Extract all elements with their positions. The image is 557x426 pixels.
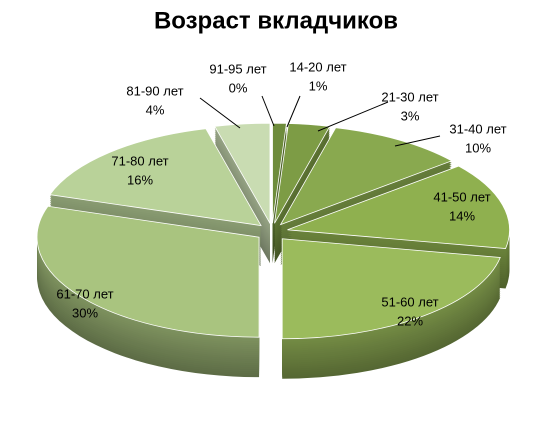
leader-line [394,135,441,147]
slice [214,122,271,225]
slice [49,128,262,227]
leader-line [286,95,301,128]
category-label: 31-40 лет [449,121,506,136]
value-label: 1% [309,78,328,93]
value-label: 4% [146,102,165,117]
value-label: 16% [127,172,153,187]
value-label: 22% [397,313,423,328]
category-label: 51-60 лет [381,294,438,309]
category-label: 14-20 лет [289,59,346,74]
leader-line [317,101,389,132]
category-label: 21-30 лет [381,89,438,104]
slice [36,205,260,338]
value-label: 14% [449,208,475,223]
pie [36,122,510,379]
category-label: 91-95 лет [209,61,266,76]
labels: 14-20 лет 1% 21-30 лет 3% 31-40 лет 10% 41-50 … [56,59,506,328]
slice [281,238,501,340]
slice [287,165,510,249]
value-label: 10% [465,140,491,155]
value-label: 30% [72,305,98,320]
category-label: 81-90 лет [126,83,183,98]
category-label: 71-80 лет [111,153,168,168]
category-label: 41-50 лет [433,189,490,204]
value-label: 0% [229,80,248,95]
leader-line [261,95,275,127]
category-label: 61-70 лет [56,286,113,301]
leader-line [199,97,241,129]
value-label: 3% [401,108,420,123]
chart-title: Возраст вкладчиков [154,7,398,34]
slice [279,127,453,226]
